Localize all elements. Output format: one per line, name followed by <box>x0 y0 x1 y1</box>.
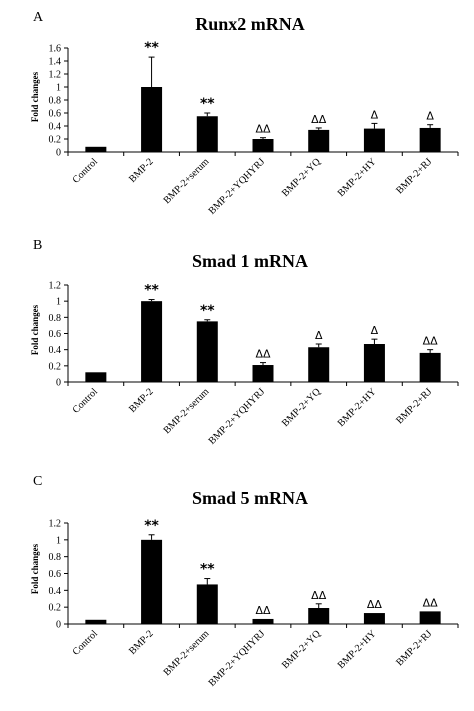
significance-label: ** <box>144 518 159 534</box>
y-tick-label: 1.2 <box>49 519 62 530</box>
x-tick-label: BMP-2+RJ <box>394 628 434 668</box>
y-tick-label: 0.4 <box>49 122 62 133</box>
chart-title: Runx2 mRNA <box>195 14 305 34</box>
significance-label: Δ <box>315 329 323 342</box>
x-tick-label: BMP-2+HY <box>336 628 379 671</box>
bar <box>85 146 107 152</box>
bar-chart: 0 0.2 0.4 0.6 0.8 1 1.2 1.4 1.6 Control ** BMP-2 ** B… <box>49 40 459 217</box>
y-tick-label: 1.6 <box>49 44 62 55</box>
chart-title: Smad 1 mRNA <box>191 251 308 271</box>
y-tick-label: 0.6 <box>49 569 62 580</box>
bar <box>252 139 274 152</box>
x-tick-label: BMP-2+RJ <box>394 156 434 196</box>
y-tick-label: 0.8 <box>49 96 62 107</box>
chart-panel-c: C Smad 5 mRNA Fold changes 0 0.2 0.4 0.6 0.8… <box>0 474 474 711</box>
bar <box>252 365 274 382</box>
bar <box>141 301 163 382</box>
chart-title: Smad 5 mRNA <box>191 488 308 508</box>
bar <box>196 116 218 152</box>
bar <box>308 347 330 382</box>
x-tick-label: BMP-2+serum <box>162 386 212 436</box>
significance-label: ΔΔ <box>423 335 439 348</box>
significance-label: ΔΔ <box>311 113 327 126</box>
y-tick-label: 0.2 <box>49 135 62 146</box>
bar <box>419 611 441 624</box>
y-tick-label: 0.4 <box>49 586 62 597</box>
chart-panel-a: A Runx2 mRNA Fold changes 0 0.2 0.4 0.6 0.8 1… <box>0 0 474 237</box>
x-tick-label: Control <box>71 156 101 186</box>
x-tick-label: BMP-2+YQ <box>280 156 323 199</box>
y-tick-label: 0 <box>56 378 61 389</box>
x-tick-label: BMP-2 <box>127 628 156 657</box>
bar <box>85 372 107 382</box>
bar <box>196 584 218 624</box>
significance-label: ΔΔ <box>367 598 383 611</box>
significance-label: ΔΔ <box>311 589 327 602</box>
bar-chart: 0 0.2 0.4 0.6 0.8 1 1.2 Control ** BMP-2 ** BMP-2+s… <box>49 518 459 689</box>
x-tick-label: BMP-2+YQ <box>280 628 323 671</box>
x-tick-label: BMP-2+RJ <box>394 386 434 426</box>
x-tick-label: BMP-2+YQHYRJ <box>207 156 268 217</box>
y-tick-label: 0.8 <box>49 313 62 324</box>
y-tick-label: 1 <box>56 535 61 546</box>
y-tick-label: 0.2 <box>49 603 62 614</box>
bar <box>85 619 107 624</box>
significance-label: ΔΔ <box>255 123 271 136</box>
significance-label: ** <box>144 283 159 299</box>
x-tick-label: BMP-2+YQHYRJ <box>207 386 268 447</box>
panel-letter: A <box>33 10 44 25</box>
significance-label: ΔΔ <box>255 604 271 617</box>
significance-label: ** <box>200 303 215 319</box>
bar <box>419 352 441 382</box>
panel-letter: B <box>33 238 43 253</box>
significance-label: ** <box>200 562 215 578</box>
panel-letter: C <box>33 474 43 489</box>
x-tick-label: BMP-2+HY <box>336 386 379 429</box>
x-tick-label: BMP-2+serum <box>162 156 212 206</box>
bar <box>363 128 385 152</box>
y-tick-label: 1.2 <box>49 281 62 292</box>
bar <box>141 87 163 152</box>
y-tick-label: 0 <box>56 148 61 159</box>
y-tick-label: 0.8 <box>49 552 62 563</box>
x-tick-label: BMP-2+serum <box>162 628 212 678</box>
y-tick-label: 1 <box>56 83 61 94</box>
y-tick-label: 0.4 <box>49 345 62 356</box>
significance-label: Δ <box>371 324 379 337</box>
x-tick-label: Control <box>71 628 101 658</box>
significance-label: ** <box>144 40 159 56</box>
bar <box>419 127 441 152</box>
y-tick-label: 0.6 <box>49 109 62 120</box>
bar <box>363 344 385 382</box>
bar <box>141 539 163 624</box>
x-tick-label: BMP-2 <box>127 156 156 185</box>
y-tick-label: 1.4 <box>49 57 62 68</box>
bar <box>308 608 330 624</box>
bar-chart: 0 0.2 0.4 0.6 0.8 1 1.2 Control ** BMP-2 ** BMP-2+s… <box>49 281 459 447</box>
y-tick-label: 1.2 <box>49 70 62 81</box>
bar <box>196 321 218 382</box>
significance-label: ΔΔ <box>255 348 271 361</box>
x-tick-label: BMP-2+YQ <box>280 386 323 429</box>
y-tick-label: 0.2 <box>49 361 62 372</box>
y-tick-label: 0 <box>56 620 61 631</box>
x-tick-label: Control <box>71 386 101 416</box>
y-tick-label: 1 <box>56 297 61 308</box>
bar <box>363 613 385 624</box>
x-tick-label: BMP-2 <box>127 386 156 415</box>
bar <box>252 618 274 624</box>
significance-label: Δ <box>371 108 379 121</box>
significance-label: Δ <box>426 110 434 123</box>
significance-label: ** <box>200 96 215 112</box>
x-tick-label: BMP-2+YQHYRJ <box>207 628 268 689</box>
x-tick-label: BMP-2+HY <box>336 156 379 199</box>
chart-panel-b: B Smad 1 mRNA Fold changes 0 0.2 0.4 0.6 0.8… <box>0 237 474 474</box>
significance-label: ΔΔ <box>423 596 439 609</box>
y-tick-label: 0.6 <box>49 329 62 340</box>
bar <box>308 129 330 152</box>
